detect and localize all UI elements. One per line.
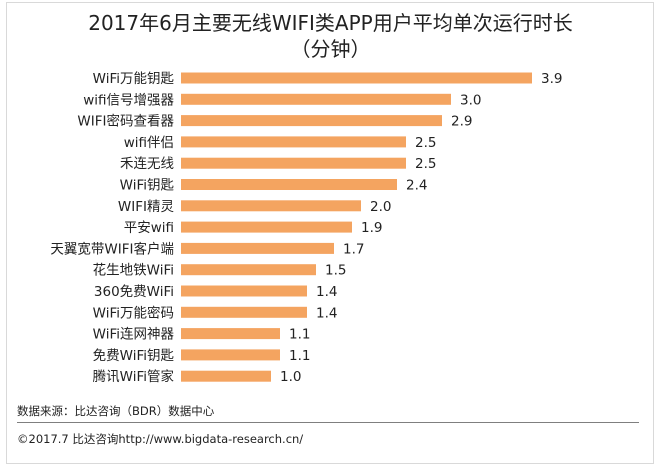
value-label: 2.5 [415,156,436,172]
footer-divider [17,422,639,423]
bar [181,328,280,340]
bars-group [181,72,532,382]
value-label: 1.4 [316,284,337,300]
bar [181,179,397,190]
bar [181,157,406,169]
category-label: WiFi万能密码 [93,304,174,321]
category-label: wifi伴侣 [124,135,174,151]
value-label: 2.4 [406,178,427,194]
category-label: 腾讯WiFi管家 [93,368,175,385]
value-labels-group: 3.9 3.0 2.9 2.5 2.5 2.4 2.0 1.9 1.7 1.5 1.4 1.4 1.1 1… [280,71,562,385]
value-label: 1.1 [289,327,310,343]
value-label: 1.9 [361,220,382,236]
category-label: WiFi万能钥匙 [93,71,175,87]
value-label: 3.9 [541,71,562,87]
bar [181,264,316,276]
value-label: 1.0 [280,369,301,385]
bar [181,221,352,233]
bar [181,136,406,148]
category-label: 免费WiFi钥匙 [93,348,175,364]
bar [181,200,361,212]
chart-title-line-1: 2017年6月主要无线WIFI类APP用户平均单次运行时长 [88,11,573,35]
bar [181,285,307,297]
value-label: 1.4 [316,305,337,321]
copyright-note: ©2017.7 比达咨询http://www.bigdata-research.… [17,432,304,446]
chart-title-line-2: （分钟） [290,37,371,61]
category-label: WiFi连网神器 [93,327,175,343]
value-label: 1.5 [325,263,346,279]
category-label: 平安wifi [124,220,174,236]
bar [181,115,442,127]
category-label: 禾连无线 [120,156,174,172]
value-label: 2.5 [415,135,436,151]
bar [181,93,451,105]
source-note: 数据来源：比达咨询（BDR）数据中心 [17,404,215,418]
category-label: WIFI精灵 [118,199,175,215]
bar [181,242,334,254]
bar [181,306,307,318]
chart-title: 2017年6月主要无线WIFI类APP用户平均单次运行时长 （分钟） [0,10,661,62]
category-label: 天翼宽带WIFI客户端 [50,240,174,257]
category-label: 360免费WiFi [94,284,174,300]
bar [181,72,532,84]
category-label: wifi信号增强器 [83,92,174,108]
value-label: 3.0 [460,92,481,108]
value-label: 1.7 [343,241,364,257]
category-label: WIFI密码查看器 [77,113,174,130]
category-label: 花生地铁WiFi [93,263,174,279]
bar [181,370,271,382]
value-label: 2.9 [451,114,472,130]
value-label: 1.1 [289,348,310,364]
value-label: 2.0 [370,199,391,215]
bar [181,349,280,361]
category-label: WiFi钥匙 [120,178,175,194]
